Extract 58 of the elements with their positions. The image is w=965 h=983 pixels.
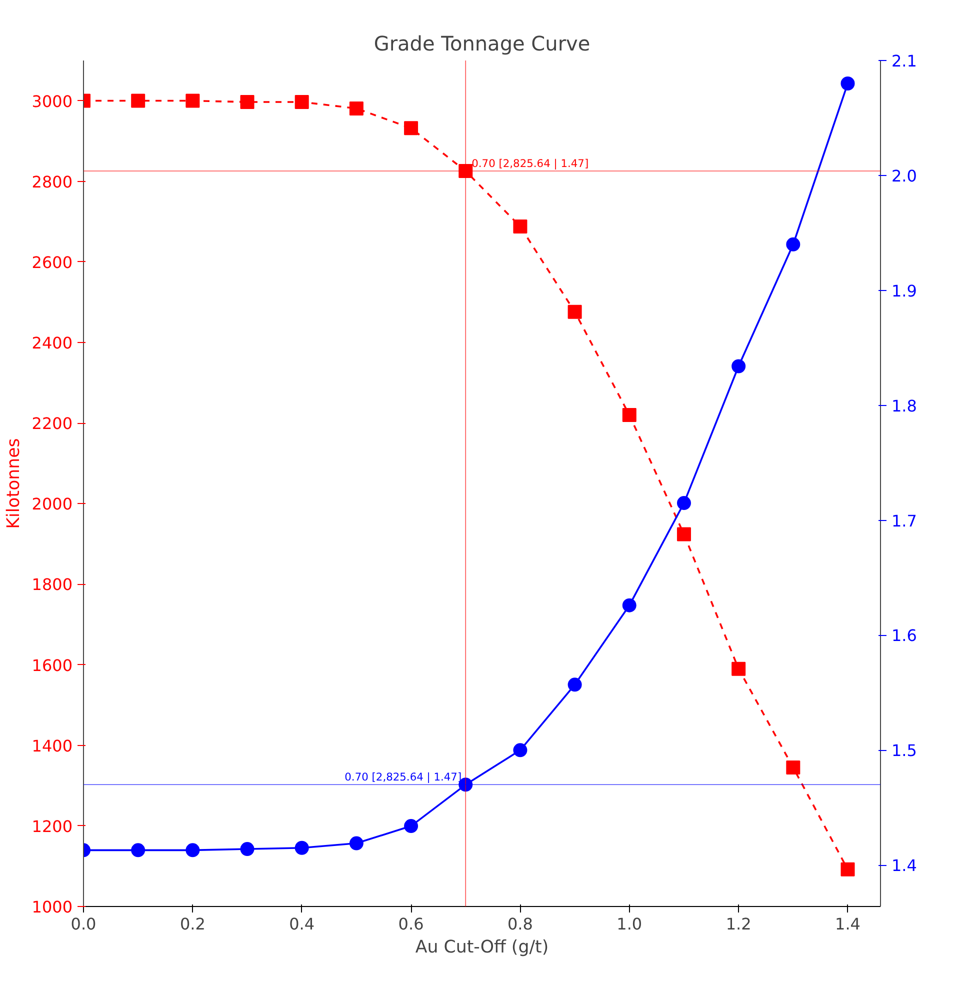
chart-title: Grade Tonnage Curve: [374, 32, 590, 56]
x-tick-label: 0.6: [398, 914, 424, 934]
annotation: 0.70 [2,825.64 | 1.47]: [344, 770, 462, 784]
point: [404, 121, 418, 136]
y-tick-label: 2200: [32, 414, 72, 434]
point: [732, 662, 746, 676]
y-tick-label: 2600: [32, 252, 72, 272]
y2-tick-label: 1.4: [892, 856, 917, 876]
x-tick-label: 0.0: [70, 914, 96, 934]
y-tick-label: 3000: [32, 92, 72, 111]
point: [786, 760, 800, 775]
y2-tick-label: 1.8: [892, 396, 917, 416]
y2-tick-label: 1.6: [892, 626, 917, 646]
y-tick-label: 1200: [32, 816, 72, 836]
point: [840, 76, 855, 90]
y-tick-label: 2800: [32, 172, 72, 192]
x-tick-label: 1.0: [616, 914, 642, 934]
point: [676, 496, 691, 510]
point: [294, 840, 309, 855]
point: [240, 842, 254, 856]
y2-tick-label: 1.7: [892, 511, 917, 530]
point: [131, 94, 146, 108]
y2-tick-label: 2.0: [892, 166, 917, 186]
y-tick-label: 1800: [32, 575, 72, 594]
y2-tick-label: 1.9: [892, 281, 917, 300]
y-axis-title: Kilotonnes: [4, 438, 24, 529]
y-tick-label: 2000: [32, 494, 72, 514]
point: [131, 843, 146, 858]
y-tick-label: 1600: [32, 656, 72, 675]
y2-tick-label: 2.1: [892, 52, 917, 70]
x-tick-label: 0.2: [180, 914, 206, 934]
y2-tick-label: 1.5: [892, 741, 917, 760]
point: [404, 819, 418, 834]
point: [622, 598, 636, 612]
point: [622, 408, 636, 422]
point: [186, 843, 200, 858]
y-tick-label: 1400: [32, 736, 72, 756]
point: [294, 94, 309, 109]
annotation: 0.70 [2,825.64 | 1.47]: [472, 157, 589, 170]
x-axis-title: Au Cut-Off (g/t): [415, 938, 549, 958]
point: [186, 94, 200, 108]
x-tick-label: 0.8: [507, 914, 533, 934]
x-tick-label: 1.2: [726, 914, 752, 934]
y-tick-label: 1000: [32, 898, 72, 916]
point: [349, 836, 364, 850]
point: [676, 527, 691, 542]
point: [568, 678, 582, 692]
point: [840, 862, 855, 876]
point: [513, 219, 528, 234]
x-tick-label: 1.4: [835, 914, 860, 934]
y-tick-label: 2400: [32, 334, 72, 352]
point: [786, 237, 800, 252]
point: [513, 743, 528, 758]
point: [240, 94, 254, 109]
point: [568, 304, 582, 319]
x-tick-label: 0.4: [289, 914, 315, 934]
point: [732, 359, 746, 374]
point: [349, 101, 364, 116]
